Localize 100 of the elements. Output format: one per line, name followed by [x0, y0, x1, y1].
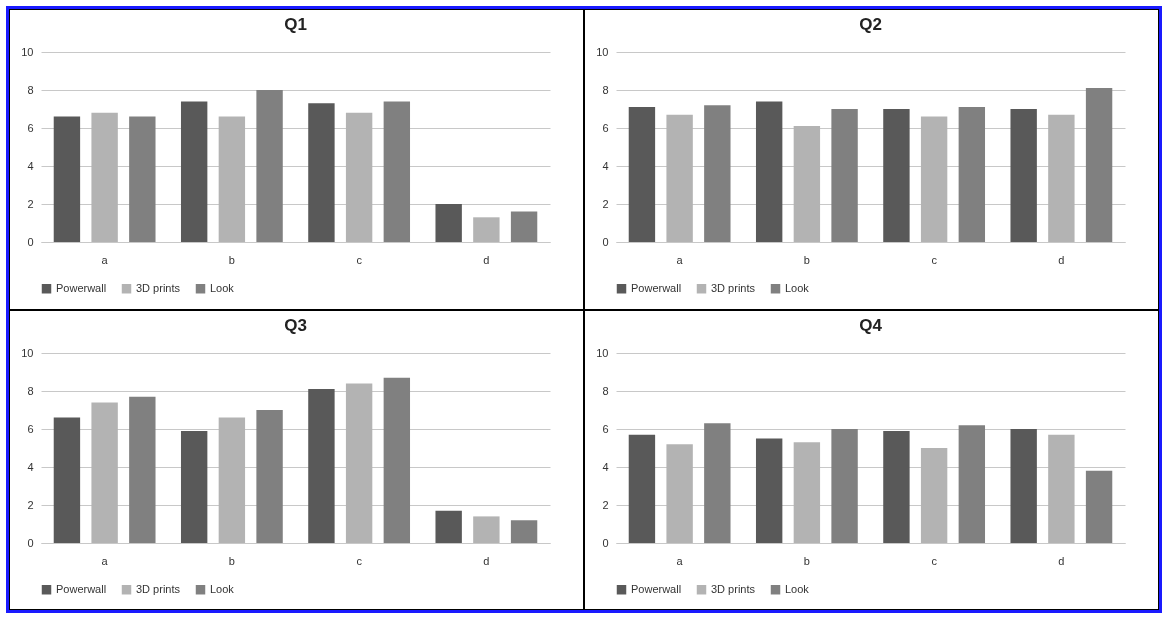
bar: [883, 430, 910, 543]
x-tick-label: c: [356, 253, 363, 266]
x-tick-label: c: [931, 253, 938, 266]
y-tick-label: 2: [602, 197, 609, 210]
y-tick-label: 2: [602, 498, 609, 510]
bar: [308, 388, 335, 543]
bar: [793, 441, 821, 543]
legend-label: Look: [785, 281, 810, 294]
y-tick-label: 0: [27, 536, 34, 548]
y-tick-label: 10: [21, 346, 34, 358]
bar: [510, 519, 538, 543]
bar: [920, 116, 948, 242]
bar: [218, 116, 246, 242]
bar: [755, 101, 783, 242]
bar: [793, 126, 821, 242]
bar: [218, 417, 246, 543]
chart-title: Q2: [859, 15, 882, 34]
bar: [91, 112, 118, 242]
bar: [1085, 470, 1113, 543]
x-tick-label: d: [1058, 253, 1065, 266]
y-tick-label: 8: [27, 83, 34, 96]
bar: [1010, 109, 1037, 242]
chart-title: Q3: [284, 315, 307, 335]
x-tick-label: b: [228, 554, 235, 566]
y-tick-label: 8: [602, 83, 609, 96]
bar: [628, 434, 656, 543]
x-tick-label: a: [101, 253, 109, 266]
bar: [831, 109, 858, 242]
bar: [958, 107, 986, 242]
legend-label: Look: [785, 582, 810, 595]
y-tick-label: 4: [602, 159, 609, 172]
y-tick-label: 0: [27, 235, 34, 248]
bar: [129, 396, 156, 543]
bar: [345, 382, 373, 543]
y-tick-label: 10: [596, 45, 609, 58]
y-tick-label: 8: [27, 384, 34, 396]
x-tick-label: b: [803, 253, 810, 266]
bar: [345, 112, 373, 242]
chart-title: Q4: [859, 315, 883, 335]
legend-label: 3D prints: [136, 281, 181, 294]
y-tick-label: 0: [602, 536, 609, 548]
bar: [435, 510, 462, 543]
bar: [704, 422, 731, 543]
bar: [666, 114, 693, 242]
bar: [256, 90, 283, 242]
bar: [1010, 428, 1037, 543]
bar: [91, 401, 118, 543]
bar: [473, 217, 500, 242]
bar: [435, 204, 462, 242]
legend-label: Powerwall: [56, 281, 107, 294]
bar: [53, 116, 81, 242]
legend-label: 3D prints: [136, 582, 181, 595]
bar: [53, 417, 81, 543]
bar: [1048, 114, 1075, 242]
bar: [831, 428, 858, 543]
y-tick-label: 2: [27, 197, 34, 210]
x-tick-label: c: [931, 554, 938, 566]
y-tick-label: 4: [27, 460, 34, 472]
legend-label: Powerwall: [631, 582, 682, 595]
legend-label: Powerwall: [56, 582, 107, 595]
y-tick-label: 6: [27, 422, 34, 434]
y-tick-label: 6: [27, 121, 34, 134]
y-tick-label: 8: [602, 384, 609, 396]
bar: [180, 101, 208, 242]
y-tick-label: 4: [27, 159, 34, 172]
bar: [383, 101, 411, 242]
bar: [1085, 88, 1113, 242]
x-tick-label: d: [483, 554, 490, 566]
bar: [920, 447, 948, 543]
x-tick-label: c: [356, 554, 363, 566]
legend-label: Look: [210, 281, 235, 294]
y-tick-label: 6: [602, 422, 609, 434]
bar: [308, 103, 335, 242]
y-tick-label: 6: [602, 121, 609, 134]
y-tick-label: 4: [602, 460, 609, 472]
legend-label: 3D prints: [711, 281, 756, 294]
legend-label: Powerwall: [631, 281, 682, 294]
chart-title: Q1: [284, 15, 307, 34]
bar: [755, 438, 783, 543]
bar: [666, 443, 693, 543]
bar: [510, 211, 538, 242]
legend-label: Look: [210, 582, 235, 595]
x-tick-label: b: [803, 554, 810, 566]
y-tick-label: 10: [596, 346, 609, 358]
bar: [129, 116, 156, 242]
bar: [704, 105, 731, 242]
x-tick-label: b: [228, 253, 235, 266]
legend-label: 3D prints: [711, 582, 756, 595]
x-tick-label: a: [676, 253, 684, 266]
x-tick-label: d: [483, 253, 490, 266]
bar: [958, 424, 986, 543]
y-tick-label: 2: [27, 498, 34, 510]
x-tick-label: a: [101, 554, 109, 566]
bar: [256, 409, 283, 543]
x-tick-label: d: [1058, 554, 1065, 566]
bar: [883, 109, 910, 242]
bar: [473, 515, 500, 543]
bar: [383, 377, 411, 543]
bar: [628, 107, 656, 242]
x-tick-label: a: [676, 554, 684, 566]
